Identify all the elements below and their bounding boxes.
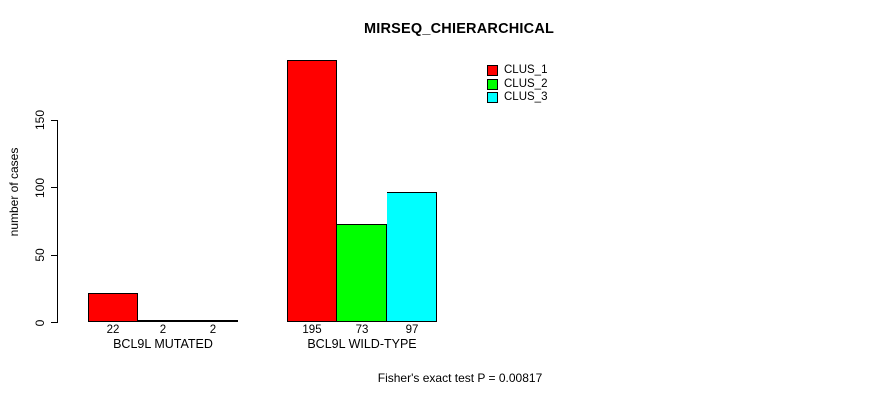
bar-value-label: 2	[209, 324, 217, 336]
legend-swatch-CLUS_1	[487, 65, 498, 77]
bar-value-label: 73	[355, 324, 369, 336]
legend-item-CLUS_1: CLUS_1	[487, 64, 547, 77]
y-axis-line	[57, 120, 58, 323]
y-tick-label: 50	[33, 248, 47, 262]
legend: CLUS_1 CLUS_2 CLUS_3	[487, 64, 547, 104]
legend-item-CLUS_3: CLUS_3	[487, 91, 547, 104]
legend-label: CLUS_3	[504, 90, 548, 103]
y-tick-label: 0	[33, 319, 47, 326]
legend-swatch-CLUS_3	[487, 91, 498, 103]
bar-CLUS_1-group1	[88, 292, 138, 323]
y-axis-label: number of cases	[7, 147, 21, 237]
bar-value-label: 97	[405, 324, 419, 336]
chart-title: MIRSEQ_CHIERARCHICAL	[363, 21, 555, 37]
bar-value-label: 2	[159, 324, 167, 336]
y-tick-label: 150	[33, 110, 47, 131]
footnote-text: Fisher's exact test P = 0.00817	[377, 371, 543, 385]
y-tick-mark	[51, 254, 58, 256]
category-label: BCL9L MUTATED	[113, 337, 213, 351]
bar-CLUS_2-group2	[337, 224, 387, 323]
y-tick-label: 100	[33, 177, 47, 198]
bar-value-label: 22	[106, 324, 120, 336]
y-tick-mark	[51, 119, 58, 121]
bar-CLUS_2-group1	[138, 319, 188, 323]
y-tick-mark	[51, 322, 58, 323]
y-tick-mark	[51, 187, 58, 189]
legend-label: CLUS_2	[504, 77, 548, 90]
category-label: BCL9L WILD-TYPE	[307, 337, 417, 351]
bar-value-label: 195	[302, 324, 322, 336]
legend-label: CLUS_1	[504, 64, 548, 77]
legend-item-CLUS_2: CLUS_2	[487, 77, 547, 90]
bar-CLUS_3-group2	[387, 191, 437, 323]
legend-swatch-CLUS_2	[487, 78, 498, 90]
bar-CLUS_3-group1	[188, 319, 238, 323]
bar-CLUS_1-group2	[287, 59, 337, 323]
